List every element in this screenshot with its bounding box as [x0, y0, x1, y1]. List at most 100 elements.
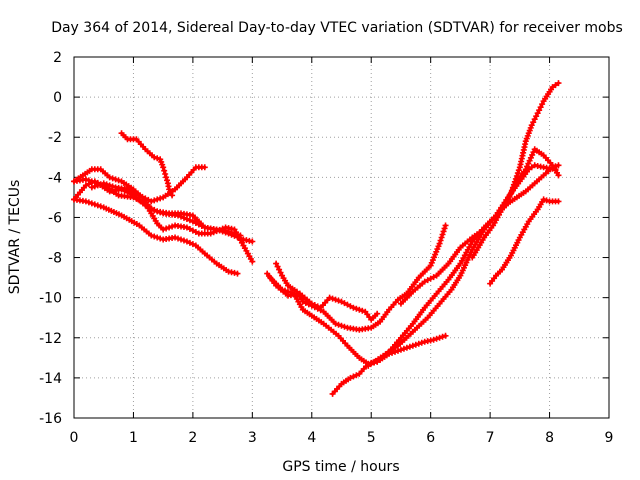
- data-point: [394, 347, 401, 354]
- data-point: [326, 294, 333, 301]
- y-tick-label: -14: [39, 371, 62, 387]
- data-point: [97, 203, 104, 210]
- data-point: [163, 174, 170, 181]
- data-point: [103, 181, 110, 188]
- data-point: [88, 200, 95, 207]
- series-pass-12: [397, 146, 562, 307]
- data-point: [151, 154, 158, 161]
- data-point: [507, 190, 514, 197]
- data-point: [85, 177, 92, 184]
- data-point: [85, 199, 92, 206]
- series-pass-6: [88, 164, 208, 205]
- data-point: [94, 202, 101, 209]
- data-point: [534, 110, 541, 117]
- data-point: [555, 162, 562, 169]
- data-point: [166, 224, 173, 231]
- data-point: [164, 177, 171, 184]
- data-point: [88, 178, 95, 185]
- data-point: [418, 339, 425, 346]
- axis-ticks: 0 1 2 3 4 5 6 7 8 9 2 0 -2 -4 -6 -8 -10 -12 -14 -16: [39, 50, 613, 446]
- data-point: [82, 198, 89, 205]
- x-tick-label: 5: [367, 430, 376, 446]
- chart-title: Day 364 of 2014, Sidereal Day-to-day VTE…: [51, 20, 623, 36]
- data-point: [91, 183, 98, 190]
- data-point: [154, 155, 161, 162]
- data-point: [543, 197, 550, 204]
- data-point: [512, 175, 519, 182]
- data-point: [430, 336, 437, 343]
- x-tick-label: 2: [188, 430, 197, 446]
- data-point: [273, 260, 280, 267]
- data-point: [441, 225, 448, 232]
- data-point: [109, 183, 116, 190]
- data-point: [276, 266, 283, 273]
- data-point: [225, 228, 232, 235]
- data-point: [359, 307, 366, 314]
- data-point: [100, 180, 107, 187]
- data-point: [151, 233, 158, 240]
- data-point: [338, 322, 345, 329]
- plot-frame: [73, 56, 610, 419]
- data-point: [530, 119, 537, 126]
- data-point: [442, 332, 449, 339]
- data-point: [514, 170, 521, 177]
- data-point: [415, 340, 422, 347]
- data-point: [433, 335, 440, 342]
- data-point: [148, 198, 155, 205]
- x-tick-label: 7: [486, 430, 495, 446]
- data-point: [341, 323, 348, 330]
- data-point: [508, 187, 515, 194]
- data-point: [412, 341, 419, 348]
- data-point: [510, 181, 517, 188]
- data-point: [201, 164, 208, 171]
- series-pass-1: [71, 196, 241, 277]
- data-point: [231, 230, 238, 237]
- grid-lines: [74, 57, 609, 418]
- x-tick-label: 0: [70, 430, 79, 446]
- y-tick-label: -4: [48, 170, 62, 186]
- data-point: [440, 228, 447, 235]
- data-point: [249, 258, 256, 265]
- data-point: [234, 231, 241, 238]
- data-point: [115, 177, 122, 184]
- data-point: [442, 222, 449, 229]
- data-point: [157, 195, 164, 202]
- data-point: [555, 198, 562, 205]
- data-point: [536, 107, 543, 114]
- y-tick-label: 0: [53, 90, 62, 106]
- data-point: [438, 234, 445, 241]
- data-point: [437, 237, 444, 244]
- data-point: [88, 184, 95, 191]
- x-tick-label: 9: [605, 430, 614, 446]
- data-point: [332, 320, 339, 327]
- data-point: [403, 344, 410, 351]
- data-point: [537, 104, 544, 111]
- data-point: [160, 226, 167, 233]
- data-point: [397, 346, 404, 353]
- y-tick-label: -10: [39, 291, 62, 307]
- data-point: [91, 201, 98, 208]
- data-point: [234, 270, 241, 277]
- data-point: [335, 321, 342, 328]
- data-point: [409, 342, 416, 349]
- x-tick-label: 3: [248, 430, 257, 446]
- data-point: [82, 176, 89, 183]
- series-pass-2: [71, 178, 256, 265]
- data-point: [282, 287, 289, 294]
- data-point: [228, 229, 235, 236]
- data-point: [439, 231, 446, 238]
- data-point: [162, 170, 169, 177]
- data-point: [509, 184, 516, 191]
- y-tick-label: -16: [39, 411, 62, 427]
- data-series: [71, 80, 562, 397]
- data-point: [332, 296, 339, 303]
- data-point: [163, 225, 170, 232]
- y-axis-label: SDTVAR / TECUs: [7, 180, 23, 295]
- data-point: [539, 101, 546, 108]
- data-point: [154, 234, 161, 241]
- data-point: [157, 235, 164, 242]
- data-point: [356, 306, 363, 313]
- data-point: [439, 333, 446, 340]
- data-point: [287, 289, 294, 296]
- data-point: [97, 181, 104, 188]
